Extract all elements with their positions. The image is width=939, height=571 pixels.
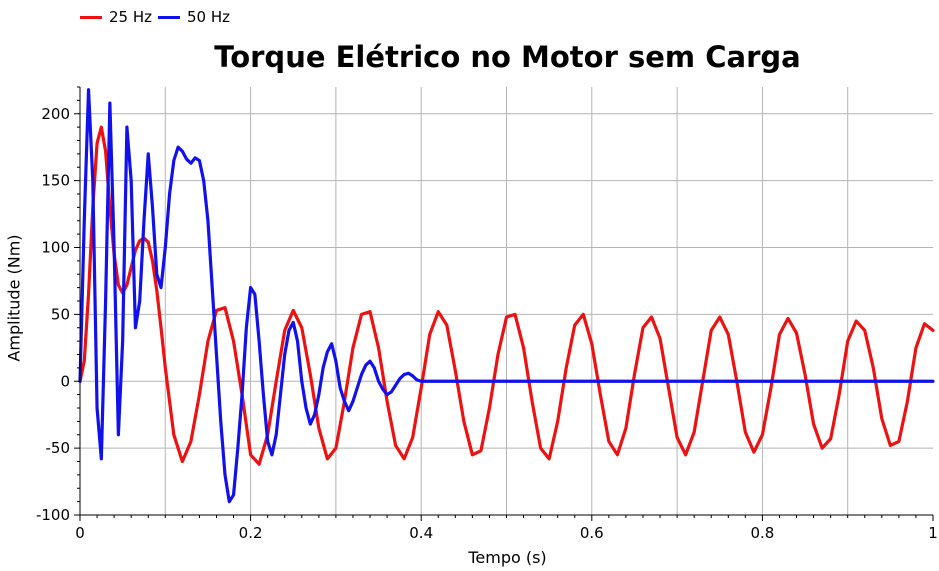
x-tick-label: 0.8 [750,524,774,542]
x-tick-label: 0.4 [409,524,433,542]
y-tick-label: 100 [41,239,70,257]
y-tick-label: -100 [36,506,70,524]
x-tick-label: 0.2 [239,524,263,542]
y-tick-label: 50 [51,305,70,323]
legend-item-50hz: 50 Hz [158,8,230,26]
legend-swatch-50hz [158,15,181,19]
legend-label-25hz: 25 Hz [109,8,153,26]
series-line-25hz [78,125,935,466]
chart-title: Torque Elétrico no Motor sem Carga [214,40,801,74]
legend-swatch-25hz [80,15,102,19]
y-axis-label: Amplitude (Nm) [4,234,24,362]
y-tick-label: 200 [41,105,70,123]
x-axis-label: Tempo (s) [468,548,547,567]
y-tick-label: 0 [60,372,70,390]
legend-item-25hz: 25 Hz [80,8,152,26]
ticks: 0 0.2 0.4 0.6 0.8 1 -100 -50 0 50 100 150 200 [36,86,938,542]
y-tick-label: 150 [41,172,70,190]
x-tick-label: 0 [75,524,85,542]
legend-label-50hz: 50 Hz [187,8,231,26]
legend: 25 Hz 50 Hz [80,6,236,28]
y-tick-label: -50 [46,439,71,457]
series-line-50hz [78,88,935,504]
x-tick-label: 0.6 [580,524,604,542]
series-group [78,88,935,504]
x-tick-label: 1 [928,524,938,542]
